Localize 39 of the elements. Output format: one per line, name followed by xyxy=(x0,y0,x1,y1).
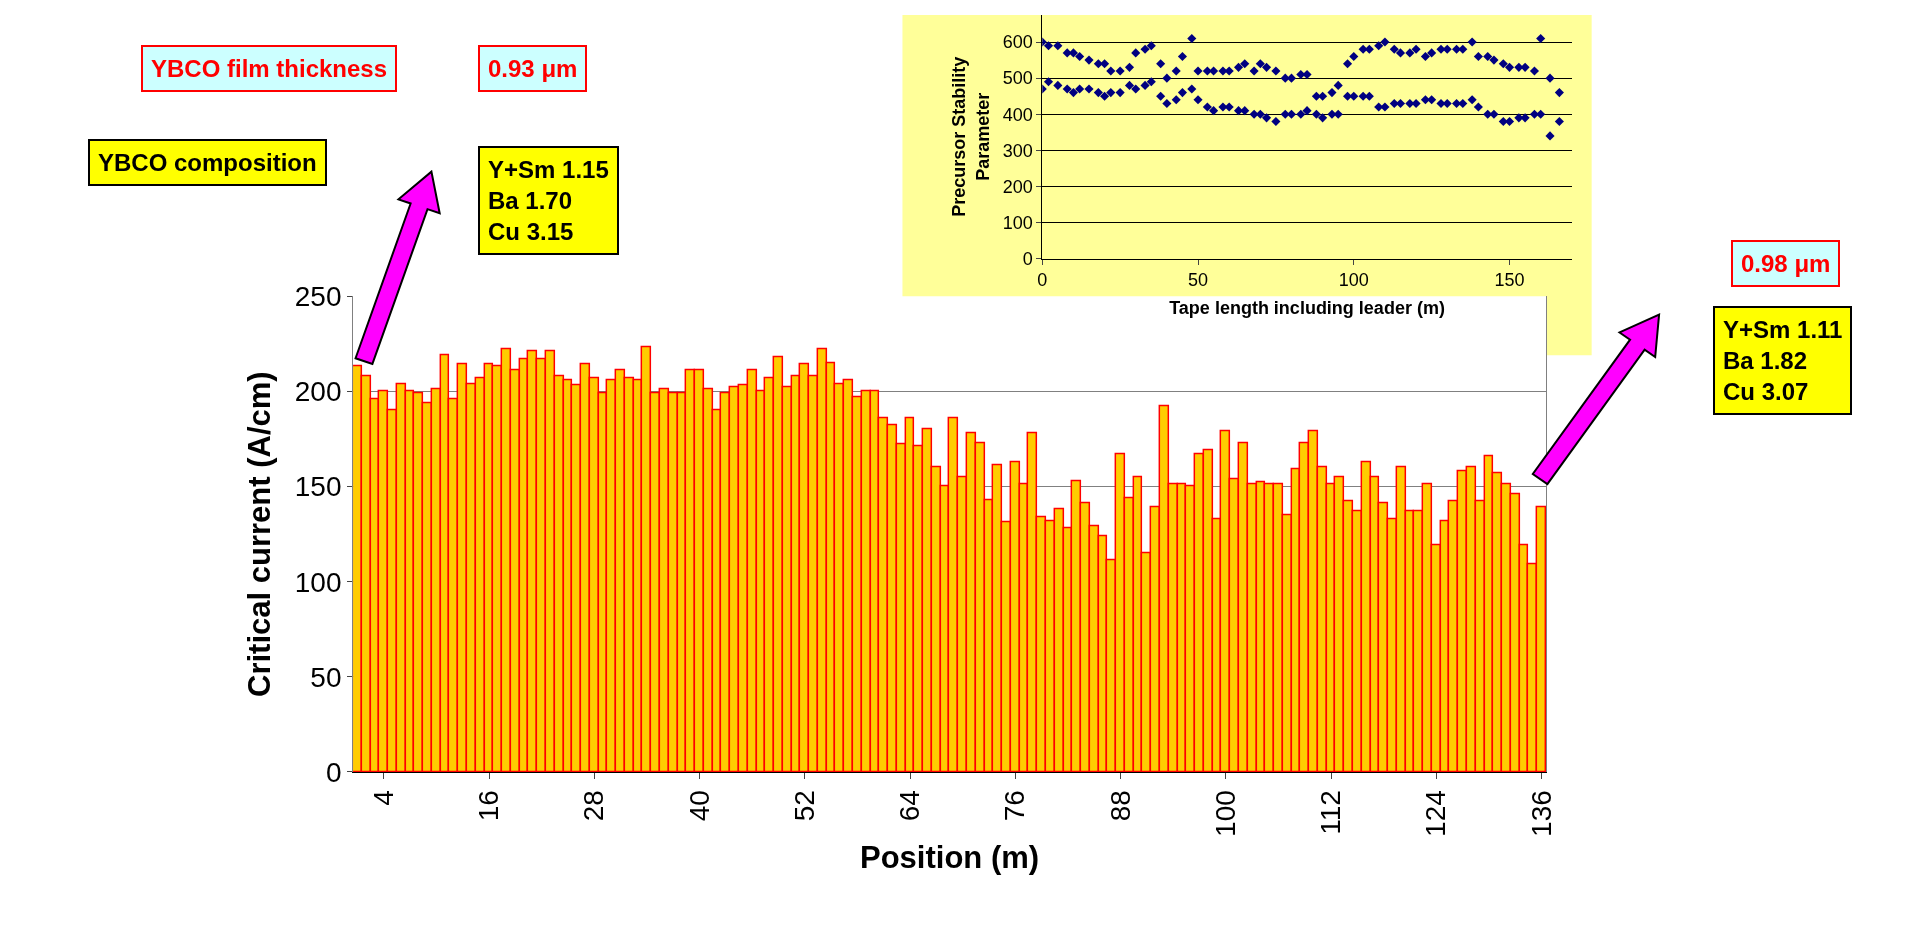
y-tick-label: 100 xyxy=(1002,212,1033,233)
x-tick-label: 100 xyxy=(1209,790,1241,837)
y-axis-title: Precursor Stability Parameter xyxy=(949,56,993,217)
y-tick-label: 300 xyxy=(1002,140,1033,161)
x-axis-title: Tape length including leader (m) xyxy=(1169,298,1445,319)
x-tick-label: 100 xyxy=(1338,270,1369,291)
y-tick-label: 50 xyxy=(310,661,342,693)
y-tick-label: 600 xyxy=(1002,32,1033,53)
x-axis-title: Position (m) xyxy=(860,840,1040,876)
x-tick-label: 124 xyxy=(1420,790,1452,837)
y-tick-label: 100 xyxy=(294,566,342,598)
x-tick-label: 76 xyxy=(999,790,1031,822)
x-tick-label: 0 xyxy=(1037,270,1048,291)
x-tick-label: 112 xyxy=(1315,790,1347,835)
y-tick-label: 200 xyxy=(294,376,342,408)
text: YBCO film thickness xyxy=(151,55,388,82)
y-tick-label: 150 xyxy=(294,471,342,503)
y-tick-label: 400 xyxy=(1002,104,1033,125)
y-tick-label: 0 xyxy=(325,756,342,788)
x-tick-label: 50 xyxy=(1188,270,1209,291)
y-tick-label: 250 xyxy=(294,281,342,313)
x-tick-label: 88 xyxy=(1104,790,1136,822)
x-tick-label: 52 xyxy=(788,790,820,822)
x-tick-label: 28 xyxy=(578,790,610,822)
y-tick-label: 500 xyxy=(1002,68,1033,89)
text: 0.98 μm xyxy=(1741,250,1831,277)
text: YBCO composition xyxy=(98,149,317,176)
x-tick-label: 40 xyxy=(683,790,715,822)
text: Y+Sm 1.15 Ba 1.70 Cu 3.15 xyxy=(488,156,609,246)
text: 0.93 μm xyxy=(488,55,578,82)
x-tick-label: 4 xyxy=(367,790,399,806)
y-axis-title: Critical current (A/cm) xyxy=(242,371,278,697)
y-tick-label: 0 xyxy=(1022,248,1033,269)
x-tick-label: 64 xyxy=(894,790,926,822)
x-tick-label: 136 xyxy=(1525,790,1557,837)
x-tick-label: 16 xyxy=(473,790,505,822)
text: Y+Sm 1.11 Ba 1.82 Cu 3.07 xyxy=(1723,316,1843,406)
x-tick-label: 150 xyxy=(1494,270,1525,291)
y-tick-label: 200 xyxy=(1002,176,1033,197)
